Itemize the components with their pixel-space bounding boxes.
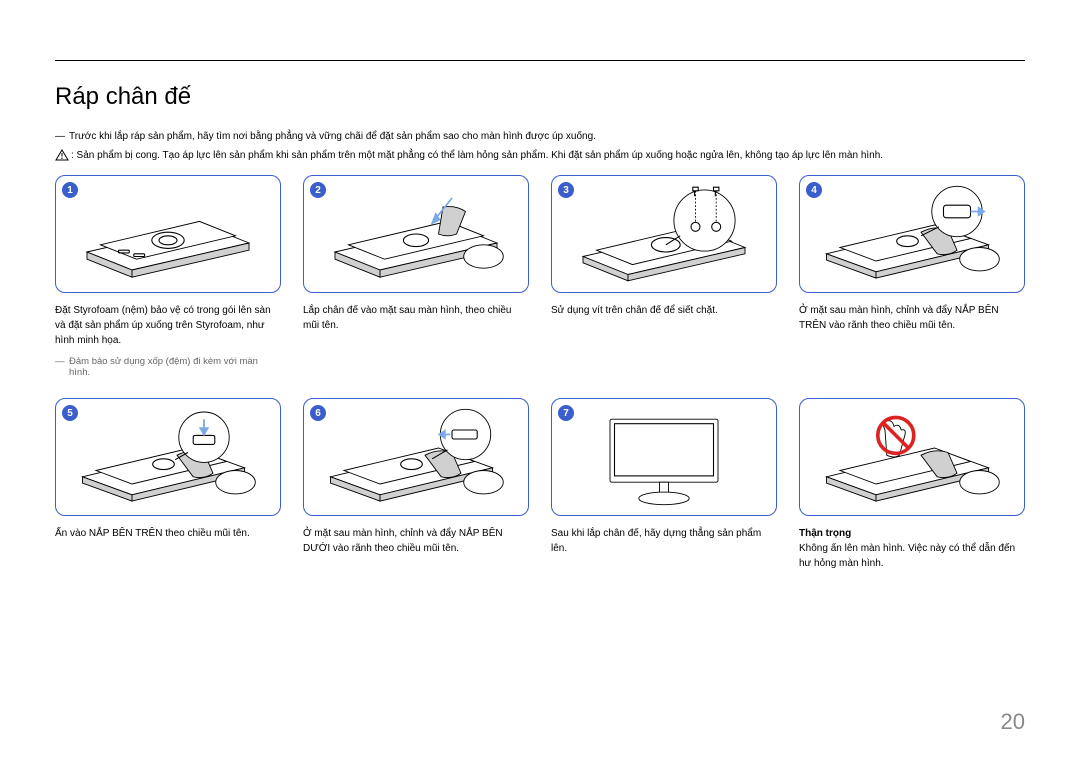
caution-text: Không ấn lên màn hình. Việc này có thể d… <box>799 543 1015 569</box>
step-badge: 5 <box>62 405 78 421</box>
step-badge: 4 <box>806 182 822 198</box>
step-cell-3: 3 Sử dụng vít trên chân đế để siế <box>551 175 777 378</box>
steps-grid: 1 Đặt Styrofoam (nệm) bảo vệ có trong gó… <box>55 175 1025 571</box>
intro-line: ― Trước khi lắp ráp sản phẩm, hãy tìm nơ… <box>55 129 1025 144</box>
warning-text: : Sản phẩm bị cong. Tạo áp lực lên sản p… <box>71 148 883 163</box>
diagram-7 <box>556 403 772 511</box>
footnote-text: Đảm bảo sử dụng xốp (đệm) đi kèm với màn… <box>69 356 281 378</box>
caption-4: Ở mặt sau màn hình, chỉnh và đẩy NẮP BÊN… <box>799 303 1025 333</box>
diagram-6 <box>308 403 524 511</box>
step-cell-6: 6 Ở mặt sau màn hình, chỉnh và đẩy NẮP B… <box>303 398 529 571</box>
step-badge: 3 <box>558 182 574 198</box>
caption-7: Sau khi lắp chân đế, hãy dựng thẳng sản … <box>551 526 777 556</box>
caution-label: Thận trọng <box>799 528 851 539</box>
caption-6: Ở mặt sau màn hình, chỉnh và đẩy NẮP BÊN… <box>303 526 529 556</box>
diagram-1 <box>60 180 276 288</box>
warning-line: : Sản phẩm bị cong. Tạo áp lực lên sản p… <box>55 148 1025 163</box>
step-cell-2: 2 Lắp chân đế vào mặt sau màn hình, theo… <box>303 175 529 378</box>
caption-3: Sử dụng vít trên chân đế để siết chặt. <box>551 303 777 318</box>
figure-5: 5 <box>55 398 281 516</box>
diagram-4 <box>804 180 1020 288</box>
step-cell-4: 4 Ở mặt sau màn hình, chỉnh và đẩy NẮP B… <box>799 175 1025 378</box>
caution-block: Thận trọng Không ấn lên màn hình. Việc n… <box>799 526 1025 571</box>
footnote-dash: ― <box>55 356 69 378</box>
step-badge: 7 <box>558 405 574 421</box>
step-cell-7: 7 Sau khi lắp chân đế, hãy dựng thẳng sả… <box>551 398 777 571</box>
step-cell-1: 1 Đặt Styrofoam (nệm) bảo vệ có trong gó… <box>55 175 281 378</box>
figure-7: 7 <box>551 398 777 516</box>
step-badge: 6 <box>310 405 326 421</box>
figure-3: 3 <box>551 175 777 293</box>
step-cell-caution: Thận trọng Không ấn lên màn hình. Việc n… <box>799 398 1025 571</box>
footnote-1: ― Đảm bảo sử dụng xốp (đệm) đi kèm với m… <box>55 356 281 378</box>
step-badge: 1 <box>62 182 78 198</box>
caption-2: Lắp chân đế vào mặt sau màn hình, theo c… <box>303 303 529 333</box>
intro-dash: ― <box>55 129 69 144</box>
diagram-2 <box>308 180 524 288</box>
diagram-caution <box>804 403 1020 511</box>
figure-6: 6 <box>303 398 529 516</box>
caption-5: Ấn vào NẮP BÊN TRÊN theo chiều mũi tên. <box>55 526 281 541</box>
step-badge: 2 <box>310 182 326 198</box>
caption-1: Đặt Styrofoam (nệm) bảo vệ có trong gói … <box>55 303 281 348</box>
step-cell-5: 5 Ấn vào NẮP BÊN TRÊN theo chiều mũi tên… <box>55 398 281 571</box>
warning-triangle-icon <box>55 149 69 161</box>
page-number: 20 <box>1001 709 1025 735</box>
page-title: Ráp chân đế <box>55 83 1025 111</box>
diagram-3 <box>556 180 772 288</box>
figure-1: 1 <box>55 175 281 293</box>
diagram-5 <box>60 403 276 511</box>
figure-caution <box>799 398 1025 516</box>
top-rule <box>55 60 1025 61</box>
figure-4: 4 <box>799 175 1025 293</box>
intro-text: Trước khi lắp ráp sản phẩm, hãy tìm nơi … <box>69 129 596 144</box>
figure-2: 2 <box>303 175 529 293</box>
